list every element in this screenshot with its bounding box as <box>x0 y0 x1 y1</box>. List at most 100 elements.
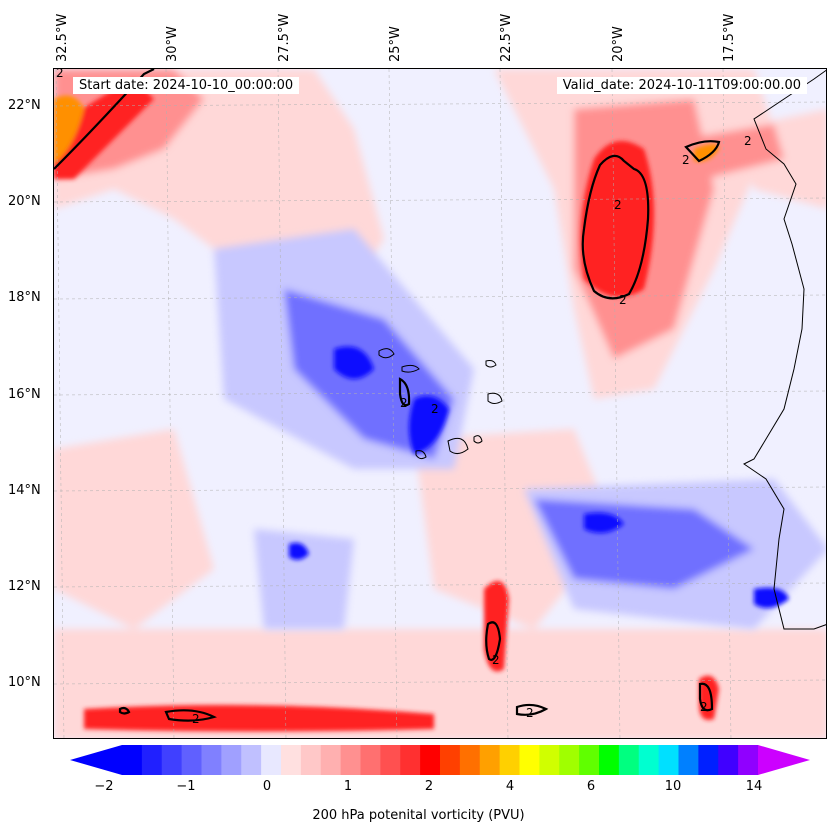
island-santiago <box>447 437 469 455</box>
potential-vorticity-field: 2 2 2 2 2 2 2 2 2 2 2 <box>54 69 826 738</box>
colorbar-cell <box>360 745 381 775</box>
pv-contour-label: 2 <box>431 402 439 416</box>
colorbar-cell <box>499 745 520 775</box>
colorbar-cell <box>261 745 282 775</box>
graticule <box>54 69 826 738</box>
colorbar-cell <box>122 745 143 775</box>
colorbar-cell <box>718 745 739 775</box>
pv-negative-core-1 <box>334 346 374 379</box>
colorbar-cells <box>122 745 759 775</box>
pv-contour-islands <box>398 377 411 407</box>
pv-negative-core-5 <box>754 587 789 608</box>
pv-negative-core-3 <box>584 512 624 533</box>
island-fogo <box>415 450 427 460</box>
colorbar-cell <box>479 745 501 775</box>
pv-core-northwest <box>54 79 154 179</box>
valid-date-label: Valid_date: 2024-10-11T09:00:00.00 <box>556 77 807 94</box>
colorbar <box>70 745 810 775</box>
lat-label-16n: 16°N <box>8 387 41 402</box>
colorbar-tick: −2 <box>94 779 114 794</box>
lat-label-18n: 18°N <box>8 290 41 305</box>
colorbar-cell <box>241 745 262 775</box>
pv-region-west <box>54 429 214 629</box>
lon-label-25w: 25°W <box>388 26 403 62</box>
colorbar-extend-high <box>758 745 810 775</box>
meridian-line <box>388 69 398 738</box>
meridian-line <box>722 69 732 738</box>
colorbar-label: 200 hPa potenital vorticity (PVU) <box>312 808 525 823</box>
lon-label-27-5w: 27.5°W <box>277 13 292 62</box>
strong-negative-cores <box>289 346 789 608</box>
map-panel: 2 2 2 2 2 2 2 2 2 2 2 <box>53 68 827 739</box>
island-sao-nicolau <box>401 364 420 373</box>
lon-label-20w: 20°W <box>611 26 626 62</box>
colorbar-cell <box>221 745 242 775</box>
lon-label-30w: 30°W <box>165 26 180 62</box>
pv-region-northeast-core <box>684 124 784 179</box>
pv-contour-label: 2 <box>744 134 752 148</box>
lon-label-22-5w: 22.5°W <box>499 13 514 62</box>
colorbar-cell <box>658 745 679 775</box>
pv-contour-label: 2 <box>682 153 690 167</box>
colorbar-cell <box>320 745 342 775</box>
meridian-line <box>277 69 287 738</box>
pv-core-orange <box>54 95 84 164</box>
pv-negative-core-4 <box>289 542 309 560</box>
coastlines <box>378 69 826 630</box>
pv-contour-central-south <box>485 621 502 661</box>
pv-negative-southwest-light <box>254 529 354 629</box>
meridian-line <box>611 69 621 738</box>
colorbar-cell <box>380 745 401 775</box>
colorbar-cell <box>678 745 699 775</box>
island-santo-antao <box>378 348 395 359</box>
lon-label-32-5w: 32.5°W <box>55 13 70 62</box>
colorbar-cell <box>559 745 580 775</box>
colorbar-cell <box>300 745 322 775</box>
meridian-line <box>55 69 65 738</box>
colorbar-cell <box>400 745 421 775</box>
colorbar-cell <box>420 745 441 775</box>
coastline-africa <box>743 69 826 630</box>
pv-contour-south-1 <box>164 709 217 722</box>
pv-contour-label: 2 <box>192 712 200 726</box>
colorbar-tick: 0 <box>262 779 272 794</box>
lat-label-12n: 12°N <box>8 579 41 594</box>
meridian-line <box>165 69 175 738</box>
colorbar-cell <box>579 745 600 775</box>
colorbar-tick: 1 <box>343 779 353 794</box>
colorbar-cell <box>459 745 481 775</box>
colorbar-cell <box>539 745 560 775</box>
colorbar-cell <box>440 745 461 775</box>
pv-contour-southeast <box>698 682 714 712</box>
colorbar-cell <box>738 745 759 775</box>
pv-contour-label: 2 <box>619 293 627 307</box>
meridian-line <box>499 69 509 738</box>
pv-contour-label: 2 <box>614 198 622 212</box>
colorbar-cell <box>181 745 202 775</box>
colorbar-cell <box>281 745 302 775</box>
pv-contour-northeast <box>684 140 721 163</box>
colorbar-cell <box>201 745 222 775</box>
island-boa-vista <box>487 392 503 404</box>
colorbar-cell <box>161 745 183 775</box>
pv-core-orange-northeast <box>694 144 719 162</box>
colorbar-tick: 6 <box>586 779 596 794</box>
colorbar-cell <box>638 745 660 775</box>
colorbar-cell <box>618 745 640 775</box>
colorbar-cell <box>599 745 620 775</box>
pv-contour-label: 2 <box>526 706 534 720</box>
colorbar-tick: 10 <box>664 779 682 794</box>
pv-contour-labels: 2 2 2 2 2 2 2 2 2 2 2 <box>56 69 752 726</box>
colorbar-tick: 4 <box>505 779 515 794</box>
lat-label-10n: 10°N <box>8 675 41 690</box>
pv-negative-core-2 <box>409 395 449 454</box>
pv-contour-label: 2 <box>56 69 64 80</box>
pv-contour-south-2 <box>515 703 549 716</box>
lat-label-22n: 22°N <box>8 98 41 113</box>
colorbar-tick: 14 <box>745 779 763 794</box>
colorbar-cell <box>519 745 540 775</box>
island-maio <box>473 435 483 444</box>
colorbar-tick: 2 <box>424 779 434 794</box>
lon-label-17-5w: 17.5°W <box>722 13 737 62</box>
pv-2-contours <box>54 69 721 722</box>
